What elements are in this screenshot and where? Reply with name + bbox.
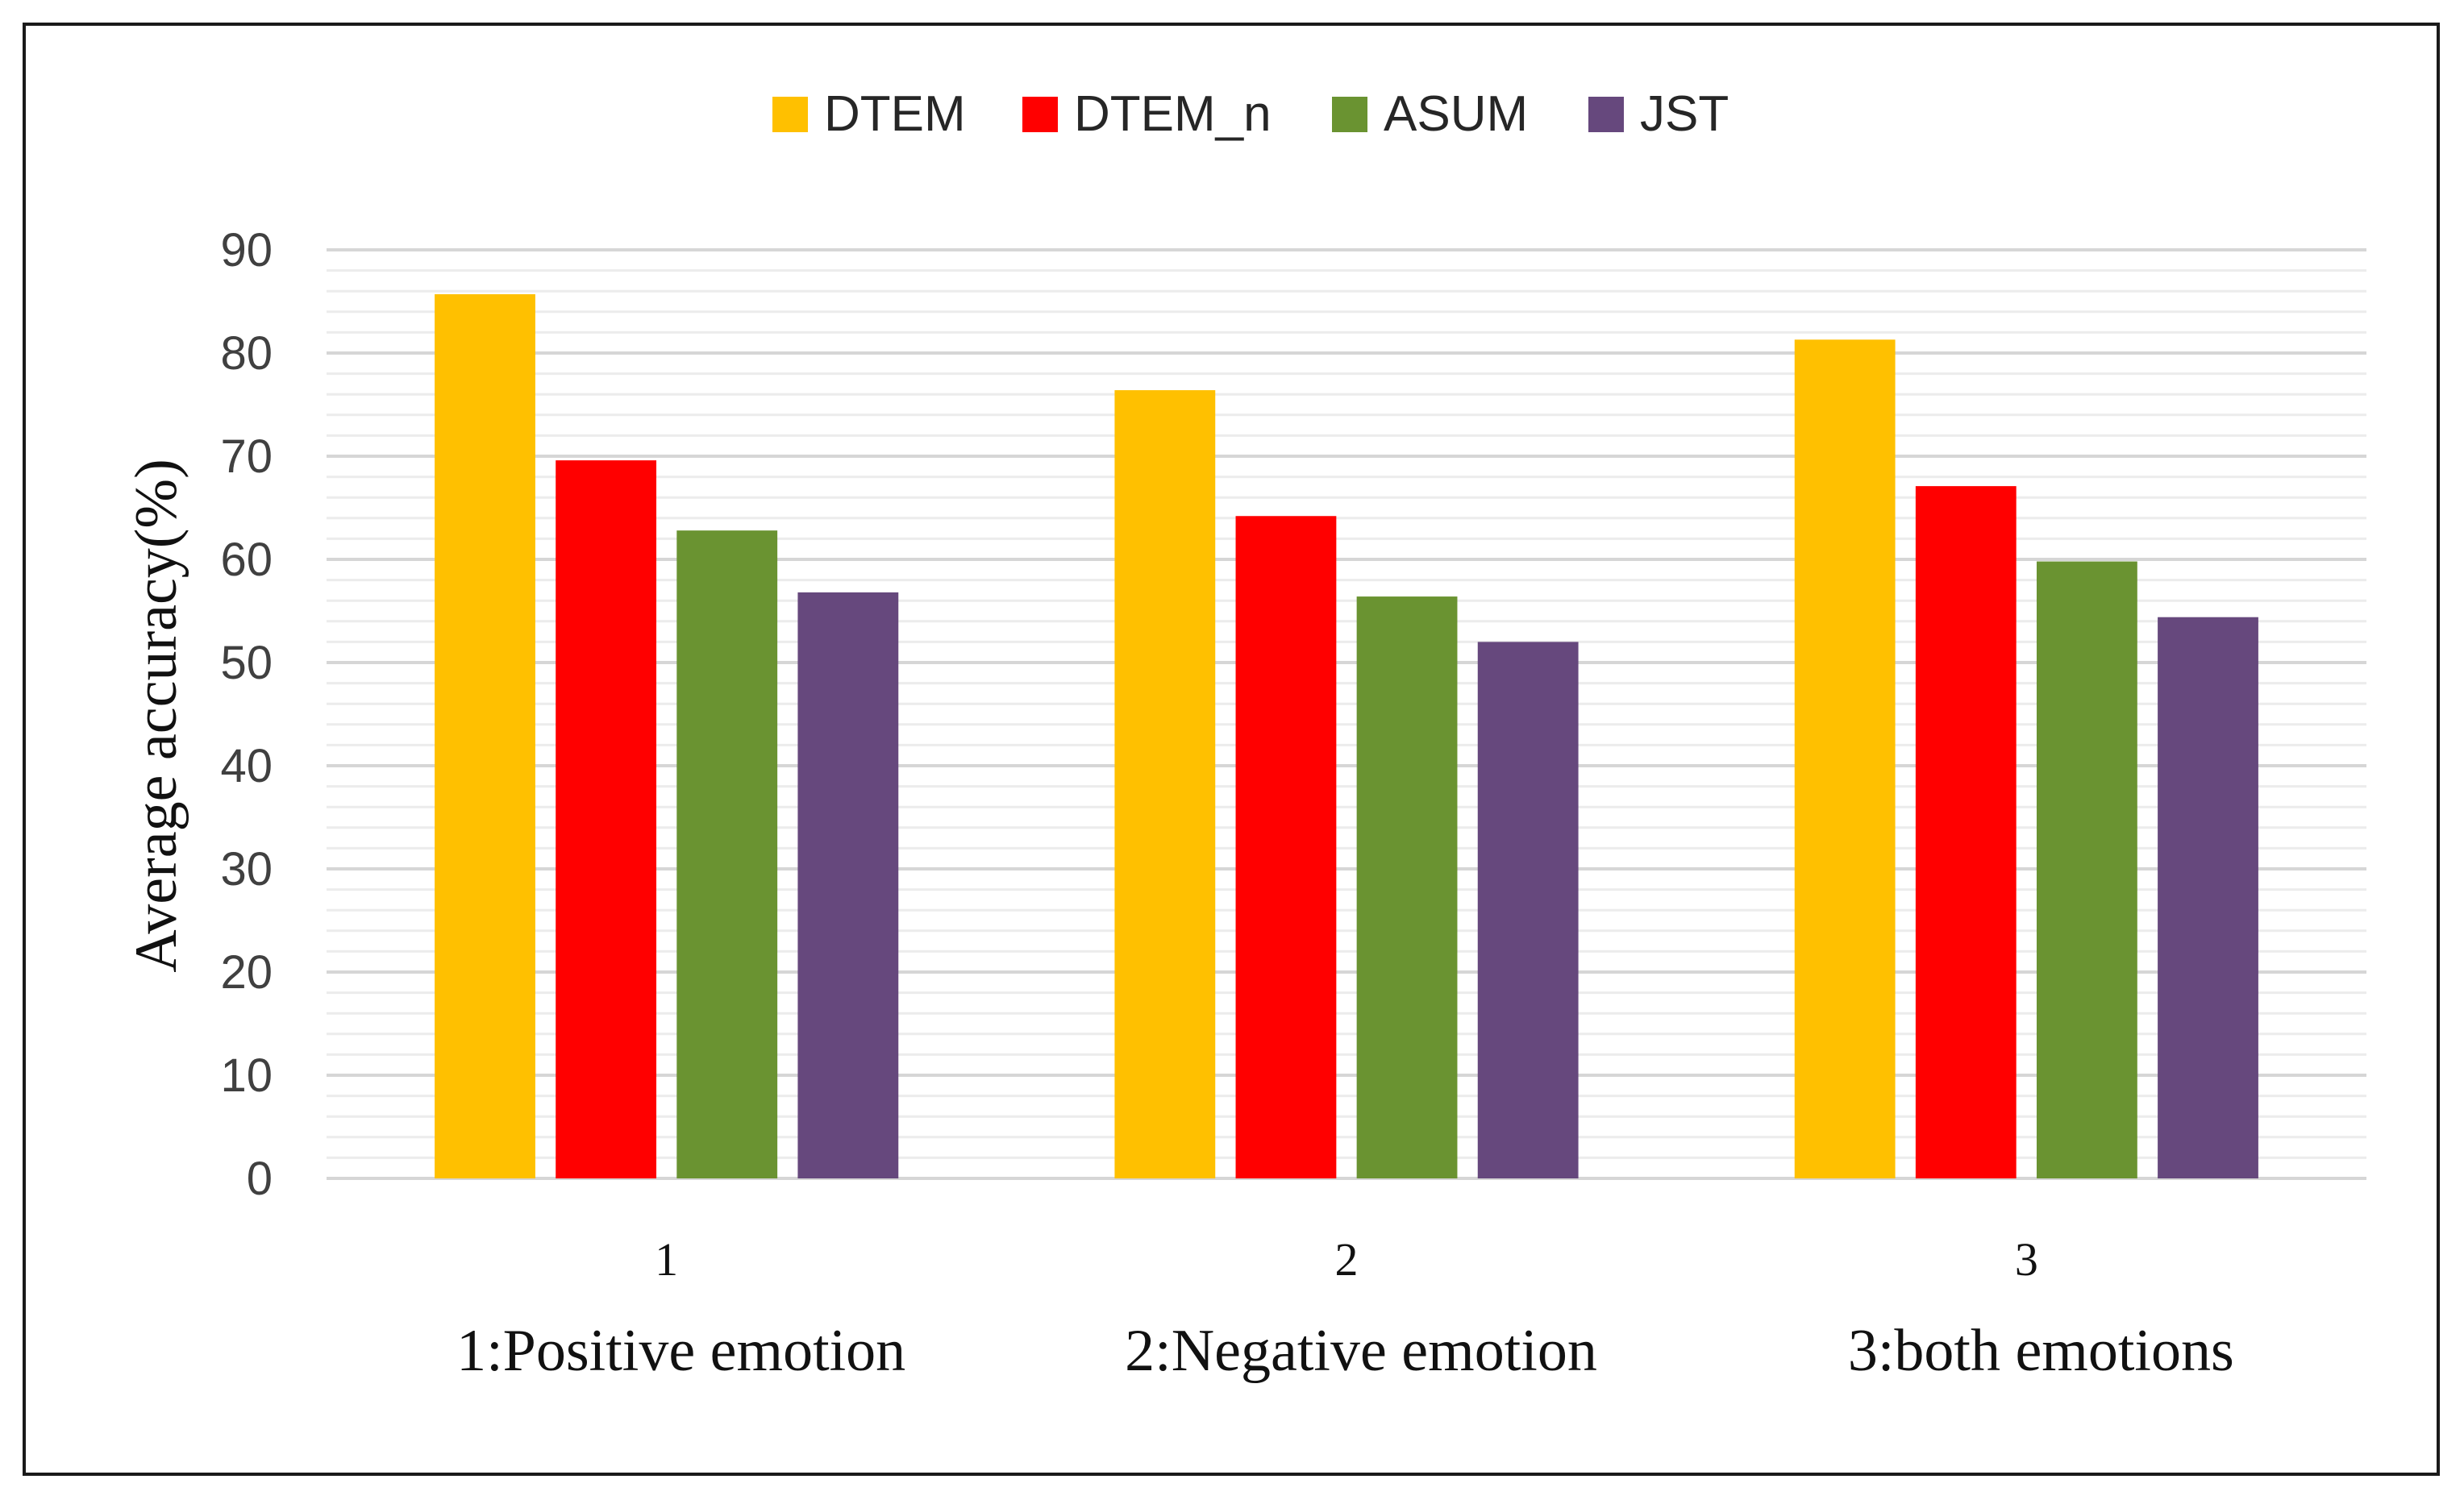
category-descriptions: 1:Positive emotion 2:Negative emotion 3:bo… <box>456 1318 2234 1384</box>
bar-dtem-n-3 <box>1915 486 2017 1178</box>
x-tick-label: 3 <box>2015 1233 2038 1286</box>
x-tick-label: 1 <box>655 1233 678 1286</box>
y-tick-label: 70 <box>220 430 273 483</box>
y-tick-label: 20 <box>220 946 273 999</box>
bar-dtem-n-1 <box>556 460 657 1178</box>
legend-label-jst: JST <box>1640 86 1729 142</box>
category-description: 2:Negative emotion <box>1125 1318 1597 1384</box>
y-axis-ticks: 0 10 20 30 40 50 60 70 80 90 <box>220 224 273 1205</box>
y-tick-label: 60 <box>220 534 273 586</box>
legend-swatch-dtem-n <box>1022 97 1058 132</box>
bar-asum-3 <box>2036 561 2137 1178</box>
y-tick-label: 10 <box>220 1049 273 1102</box>
category-description: 1:Positive emotion <box>456 1318 905 1384</box>
x-tick-label: 2 <box>1335 1233 1359 1286</box>
bar-jst-1 <box>797 592 899 1178</box>
legend-label-asum: ASUM <box>1384 86 1528 142</box>
legend-swatch-dtem <box>772 97 808 132</box>
category-description: 3:both emotions <box>1848 1318 2234 1384</box>
bar-dtem-n-2 <box>1235 516 1337 1178</box>
legend-label-dtem-n: DTEM_n <box>1074 86 1272 142</box>
minor-gridlines <box>327 269 2366 1159</box>
legend-swatch-asum <box>1332 97 1367 132</box>
x-axis-ticks: 1 2 3 <box>655 1233 2038 1286</box>
y-tick-label: 50 <box>220 637 273 689</box>
legend-label-dtem: DTEM <box>824 86 966 142</box>
y-tick-label: 40 <box>220 740 273 792</box>
bar-asum-1 <box>676 530 778 1178</box>
bar-jst-2 <box>1477 642 1579 1178</box>
bar-asum-2 <box>1356 596 1458 1178</box>
legend: DTEM DTEM_n ASUM JST <box>772 86 1729 142</box>
bar-dtem-3 <box>1794 339 1896 1178</box>
bars <box>435 294 2258 1179</box>
bar-dtem-2 <box>1114 390 1216 1179</box>
y-tick-label: 0 <box>247 1153 273 1205</box>
major-gridlines <box>327 248 2366 1180</box>
y-axis-label: Average accuracy(%) <box>123 459 189 972</box>
bar-jst-3 <box>2158 617 2258 1178</box>
y-tick-label: 80 <box>220 327 273 380</box>
y-tick-label: 90 <box>220 224 273 276</box>
bar-dtem-1 <box>435 294 535 1178</box>
legend-swatch-jst <box>1588 97 1624 132</box>
y-tick-label: 30 <box>220 843 273 895</box>
